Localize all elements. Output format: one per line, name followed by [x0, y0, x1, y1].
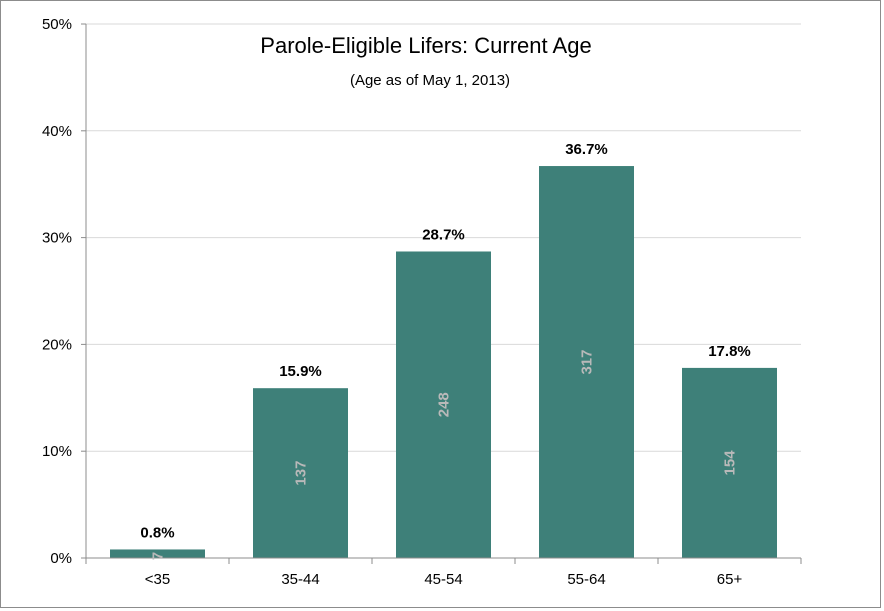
x-tick-label: 55-64 — [567, 571, 605, 588]
data-label: 15.9% — [279, 363, 322, 380]
x-tick-label: 35-44 — [281, 571, 319, 588]
x-tick-label: <35 — [145, 571, 170, 588]
bar — [539, 166, 634, 558]
gridlines — [86, 23, 801, 452]
x-tick-label: 65+ — [717, 571, 743, 588]
count-label: 154 — [722, 450, 739, 476]
data-label: 17.8% — [708, 343, 751, 360]
bar — [396, 251, 491, 558]
x-tick-label: 45-54 — [424, 571, 462, 588]
y-tick-label: 20% — [42, 336, 72, 353]
bar — [110, 549, 205, 558]
chart-subtitle: (Age as of May 1, 2013) — [350, 72, 510, 89]
count-label: 317 — [579, 350, 596, 375]
y-tick-label: 50% — [42, 16, 72, 33]
count-label: 7 — [150, 552, 167, 560]
y-tick-label: 0% — [50, 550, 72, 567]
labels: 0% 10% 20% 30% 40% 50% 0.8% 7 <35 15.9% 137 35-44 28… — [42, 16, 751, 588]
y-tick-label: 40% — [42, 123, 72, 140]
bars — [110, 166, 777, 558]
count-label: 248 — [436, 392, 453, 417]
axes — [81, 23, 802, 564]
data-label: 0.8% — [140, 524, 174, 541]
y-tick-label: 30% — [42, 230, 72, 247]
chart-title: Parole-Eligible Lifers: Current Age — [260, 33, 591, 58]
data-label: 28.7% — [422, 226, 465, 243]
y-tick-label: 10% — [42, 443, 72, 460]
bar — [682, 367, 777, 558]
count-label: 137 — [293, 461, 310, 486]
data-label: 36.7% — [565, 141, 608, 158]
bar — [253, 388, 348, 558]
